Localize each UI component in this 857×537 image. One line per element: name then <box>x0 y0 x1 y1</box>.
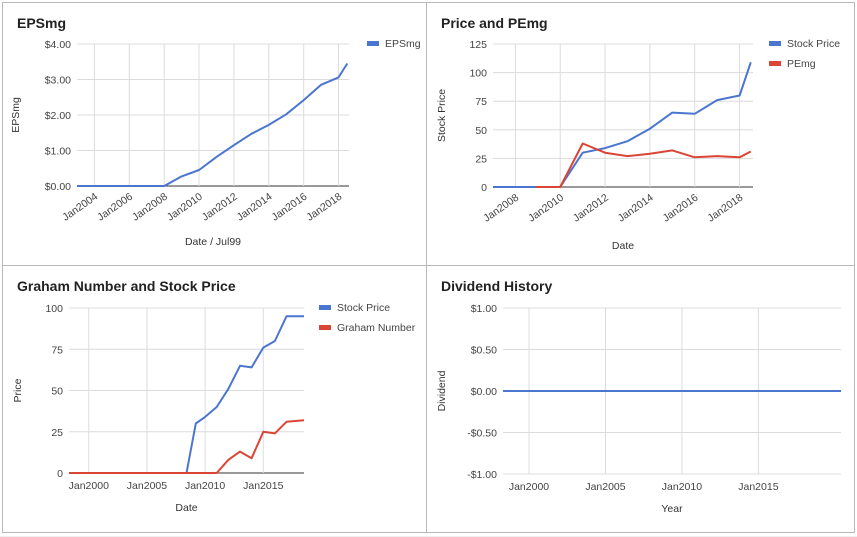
y-tick-label: $0.00 <box>471 386 497 398</box>
y-axis-label: Dividend <box>436 370 448 411</box>
legend-swatch <box>319 305 331 310</box>
y-tick-label: 125 <box>469 39 487 51</box>
x-tick-label: Jan2016 <box>269 191 309 224</box>
x-tick-label: Jan2014 <box>616 192 656 225</box>
eps-chart: $0.00$1.00$2.00$3.00$4.00Jan2004Jan2006J… <box>10 38 421 248</box>
y-tick-label: 100 <box>45 303 63 315</box>
y-tick-label: 75 <box>475 96 487 108</box>
y-tick-label: -$1.00 <box>467 469 497 481</box>
dividend-chart-panel: -$1.00 -$0.50 $0.00 $0.50 $1.00 Jan2000 Jan200… <box>426 265 855 533</box>
series-line-1 <box>69 419 305 474</box>
price-pe-chart-panel: 0 25 50 75 100 125 Jan2008 Jan2010 Jan2012 Jan201… <box>426 2 855 266</box>
y-tick-label: 0 <box>481 182 487 194</box>
series-line-0 <box>493 61 752 188</box>
y-tick-label: 25 <box>51 427 63 439</box>
x-tick-label: Jan2010 <box>165 191 205 224</box>
x-tick-label: Jan2018 <box>304 191 344 224</box>
legend-swatch <box>769 61 781 66</box>
graham-chart-panel: 0 25 50 75 100 Jan2000 Jan2005 Jan2010 Jan2015 Pr… <box>2 265 427 533</box>
x-axis-label: Date / Jul99 <box>185 236 241 248</box>
x-axis-label: Date <box>175 502 197 514</box>
chart-title: Price and PEmg <box>441 15 548 31</box>
chart-title: EPSmg <box>17 15 67 31</box>
legend-label: EPSmg <box>385 38 421 50</box>
x-tick-label: Jan2016 <box>661 192 701 225</box>
dividend-chart: -$1.00 -$0.50 $0.00 $0.50 $1.00 Jan2000 Jan200… <box>436 303 841 515</box>
x-tick-label: Jan2014 <box>235 191 275 224</box>
x-tick-label: Jan2008 <box>481 192 521 225</box>
y-axis-label: Price <box>12 378 24 402</box>
x-tick-label: Jan2000 <box>509 481 549 493</box>
y-axis-label: EPSmg <box>10 97 22 133</box>
x-axis-label: Year <box>661 503 683 515</box>
y-tick-label: -$0.50 <box>467 428 497 440</box>
x-tick-label: Jan2005 <box>585 481 625 493</box>
x-tick-label: Jan2005 <box>127 480 167 492</box>
x-tick-label: Jan2010 <box>185 480 225 492</box>
x-tick-label: Jan2015 <box>738 481 778 493</box>
eps-chart-panel: $0.00 $1.00 $2.00 $3.00 $4.00 Jan2004 Jan2006 J… <box>2 2 427 266</box>
chart-title: Dividend History <box>441 278 553 294</box>
legend-label: Graham Number <box>337 322 416 334</box>
x-tick-label: Jan2004 <box>60 191 100 224</box>
y-tick-label: 100 <box>469 68 487 80</box>
y-tick-label: $0.00 <box>45 181 71 193</box>
x-axis-label: Date <box>612 240 634 252</box>
legend-swatch <box>319 325 331 330</box>
legend-swatch <box>367 41 379 46</box>
y-tick-label: $4.00 <box>45 39 71 51</box>
x-tick-label: Jan2015 <box>243 480 283 492</box>
x-tick-label: Jan2000 <box>69 480 109 492</box>
y-axis-label: Stock Price <box>436 89 448 142</box>
x-tick-label: Jan2006 <box>95 191 135 224</box>
x-tick-label: Jan2010 <box>662 481 702 493</box>
y-tick-label: 25 <box>475 153 487 165</box>
series-line-1 <box>535 142 752 188</box>
y-tick-label: 0 <box>57 468 63 480</box>
x-tick-label: Jan2012 <box>571 192 611 225</box>
x-tick-label: Jan2018 <box>705 192 745 225</box>
series-line-0 <box>69 315 304 474</box>
legend-swatch <box>769 41 781 46</box>
chart-title: Graham Number and Stock Price <box>17 278 236 294</box>
legend-label: Stock Price <box>787 38 840 50</box>
y-tick-label: 50 <box>475 125 487 137</box>
x-tick-label: Jan2008 <box>130 191 170 224</box>
y-tick-label: $1.00 <box>471 303 497 315</box>
legend-label: PEmg <box>787 58 816 70</box>
y-tick-label: 75 <box>51 344 63 356</box>
x-tick-label: Jan2010 <box>526 192 566 225</box>
y-tick-label: $2.00 <box>45 110 71 122</box>
graham-chart: 0 25 50 75 100 Jan2000 Jan2005 Jan2010 Jan2015 Pr… <box>12 302 416 514</box>
legend-label: Stock Price <box>337 302 390 314</box>
y-tick-label: $1.00 <box>45 146 71 158</box>
series-line-0 <box>77 62 349 187</box>
x-tick-label: Jan2012 <box>200 191 240 224</box>
y-tick-label: $3.00 <box>45 75 71 87</box>
y-tick-label: 50 <box>51 386 63 398</box>
y-tick-label: $0.50 <box>471 345 497 357</box>
